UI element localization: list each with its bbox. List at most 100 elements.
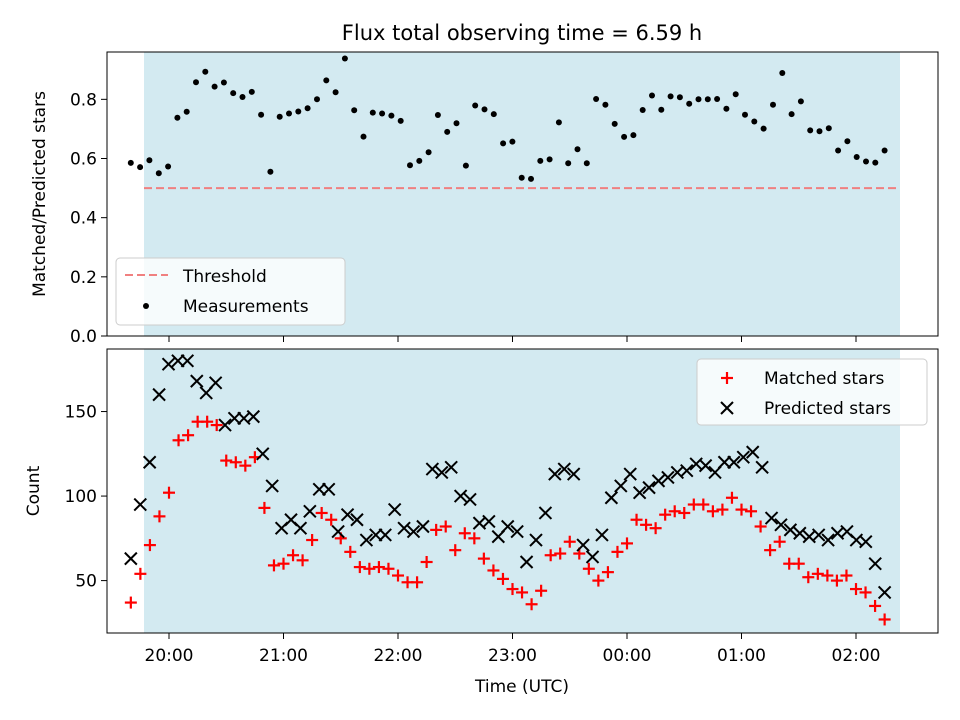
- matched-star-point: [277, 557, 290, 570]
- measurement-point: [267, 168, 274, 175]
- predicted-star-point: [171, 354, 185, 368]
- y-tick-label: 0.8: [70, 90, 97, 110]
- predicted-star-point: [793, 526, 807, 540]
- measurement-point: [676, 94, 683, 101]
- measurement-point: [695, 96, 702, 103]
- predicted-star-point: [519, 555, 534, 569]
- matched-star-point: [134, 567, 147, 580]
- measurement-point: [481, 106, 488, 113]
- matched-star-point: [821, 569, 834, 582]
- predicted-star-point: [755, 460, 769, 475]
- matched-star-point: [725, 491, 738, 504]
- predicted-star-point: [614, 479, 628, 493]
- predicted-star-point: [510, 524, 524, 539]
- x-tick-label: 02:00: [832, 646, 881, 666]
- predicted-star-point: [746, 445, 760, 459]
- measurement-point: [509, 138, 516, 145]
- matched-star-point: [773, 535, 786, 548]
- legend-predicted-swatch: [720, 401, 734, 415]
- x-axis-label: Time (UTC): [474, 677, 569, 697]
- matched-star-point: [621, 537, 633, 550]
- matched-star-point: [582, 562, 595, 575]
- matched-star-point: [468, 532, 481, 545]
- matched-star-point: [258, 501, 271, 514]
- predicted-star-point: [369, 528, 383, 542]
- matched-star-point: [458, 527, 471, 540]
- measurement-point: [276, 113, 283, 120]
- predicted-star-point: [623, 467, 637, 481]
- predicted-star-point: [312, 482, 326, 497]
- measurement-point: [220, 79, 227, 86]
- top-y-ticks: 0.0 0.2 0.4 0.6 0.8: [70, 90, 107, 347]
- predicted-star-point: [444, 460, 458, 475]
- measurement-point: [248, 88, 255, 95]
- legend-matched-label: Matched stars: [764, 369, 884, 389]
- measurement-point: [332, 89, 339, 96]
- predicted-star-point: [566, 467, 581, 481]
- matched-star-point: [592, 574, 605, 587]
- matched-star-point: [153, 510, 166, 523]
- matched-star-point: [878, 613, 891, 626]
- measurement-point: [416, 157, 423, 164]
- matched-star-point: [124, 596, 137, 609]
- matched-star-point: [210, 419, 223, 432]
- predicted-star-point: [340, 507, 355, 522]
- predicted-star-point: [303, 504, 317, 518]
- matched-star-point: [802, 571, 815, 584]
- predicted-star-point: [764, 511, 779, 525]
- matched-star-point: [363, 562, 376, 575]
- measurement-point: [211, 83, 218, 90]
- measurement-point: [453, 120, 460, 127]
- bottom-x-ticks: 20:00 21:00 22:00 23:00 00:00 01:00 02:00: [145, 633, 881, 666]
- legend-predicted-label: Predicted stars: [764, 399, 891, 419]
- predicted-star-point: [557, 462, 571, 476]
- x-tick-label: 23:00: [488, 646, 537, 666]
- predicted-star-point: [811, 528, 826, 542]
- predicted-star-point: [632, 485, 647, 500]
- matched-star-point: [506, 583, 519, 596]
- predicted-star-point: [877, 585, 892, 600]
- predicted-star-point: [651, 474, 666, 488]
- measurement-point: [537, 157, 544, 164]
- predicted-star-point: [133, 497, 147, 512]
- matched-star-point: [640, 518, 653, 531]
- predicted-star-point: [359, 533, 374, 547]
- measurement-point: [528, 175, 534, 182]
- legend-matched-swatch: [721, 372, 733, 384]
- measurement-point: [155, 170, 162, 177]
- y-tick-label: 0.4: [70, 209, 97, 229]
- predicted-stars-points: [124, 354, 892, 600]
- measurement-point: [686, 100, 693, 107]
- predicted-star-point: [397, 521, 411, 535]
- matched-star-point: [811, 567, 824, 580]
- top-chart-title: Flux total observing time = 6.59 h: [342, 21, 702, 45]
- predicted-star-point: [642, 480, 656, 495]
- predicted-star-point: [406, 524, 421, 539]
- predicted-star-point: [180, 354, 195, 368]
- predicted-star-point: [774, 518, 788, 532]
- predicted-star-point: [190, 374, 204, 388]
- measurement-point: [863, 158, 869, 165]
- matched-star-point: [792, 557, 805, 570]
- measurement-point: [593, 96, 600, 102]
- matched-star-point: [439, 520, 452, 533]
- matched-star-point: [659, 508, 672, 521]
- matched-star-point: [869, 599, 882, 612]
- measurement-point: [351, 107, 358, 114]
- predicted-star-point: [501, 519, 515, 534]
- measurement-point: [583, 160, 590, 167]
- y-tick-label: 0.2: [70, 268, 97, 288]
- matched-star-point: [716, 503, 729, 516]
- predicted-star-point: [548, 467, 562, 481]
- measurement-point: [816, 128, 823, 135]
- matched-star-point: [182, 429, 195, 442]
- matched-star-point: [220, 454, 233, 467]
- matched-star-point: [840, 569, 853, 582]
- predicted-star-point: [604, 491, 619, 505]
- matched-star-point: [850, 583, 862, 596]
- y-tick-label: 0.0: [70, 327, 97, 347]
- measurement-point: [258, 111, 265, 118]
- matched-stars-points: [124, 415, 891, 626]
- measurement-point: [165, 163, 172, 170]
